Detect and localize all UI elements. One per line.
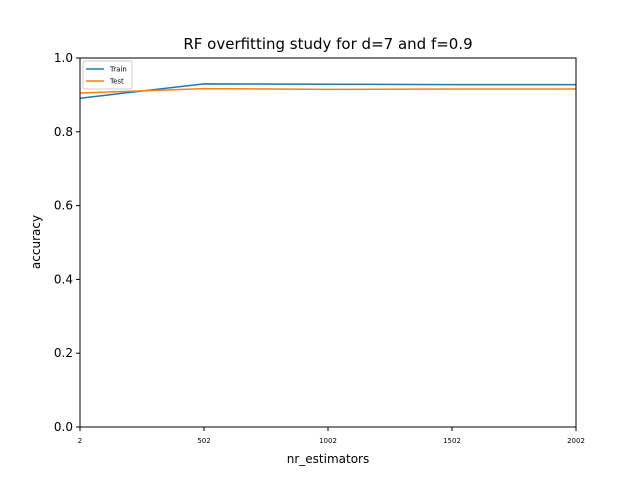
y-axis-label: accuracy xyxy=(29,215,43,269)
x-tick-label: 2002 xyxy=(567,437,585,445)
legend-label-train: Train xyxy=(109,66,127,74)
series-line-test xyxy=(79,87,576,94)
x-tick-label: 1002 xyxy=(319,437,337,445)
x-tick-label: 502 xyxy=(197,437,210,445)
y-tick-label: 0.6 xyxy=(54,199,73,213)
legend-entries: Train Test xyxy=(86,66,127,86)
y-tick-label: 0.4 xyxy=(54,272,73,286)
series-layer xyxy=(79,83,576,99)
x-axis-label: nr_estimators xyxy=(287,452,370,466)
chart-title: RF overfitting study for d=7 and f=0.9 xyxy=(183,35,472,53)
y-tick-label: 0.8 xyxy=(54,125,73,139)
series-line-train xyxy=(79,83,576,99)
x-tick-label: 2 xyxy=(78,437,82,445)
legend-box xyxy=(82,60,133,90)
y-tick-label: 0.0 xyxy=(54,420,73,434)
x-tick-label: 1502 xyxy=(443,437,461,445)
legend-label-test: Test xyxy=(109,78,124,86)
y-tick-label: 0.2 xyxy=(54,346,73,360)
y-axis-ticks: 0.0 0.2 0.4 0.6 0.8 1.0 xyxy=(54,51,80,434)
x-axis-ticks: 2 502 1002 1502 2002 xyxy=(78,427,585,445)
legend: Train Test xyxy=(82,60,133,90)
y-tick-label: 1.0 xyxy=(54,51,73,65)
